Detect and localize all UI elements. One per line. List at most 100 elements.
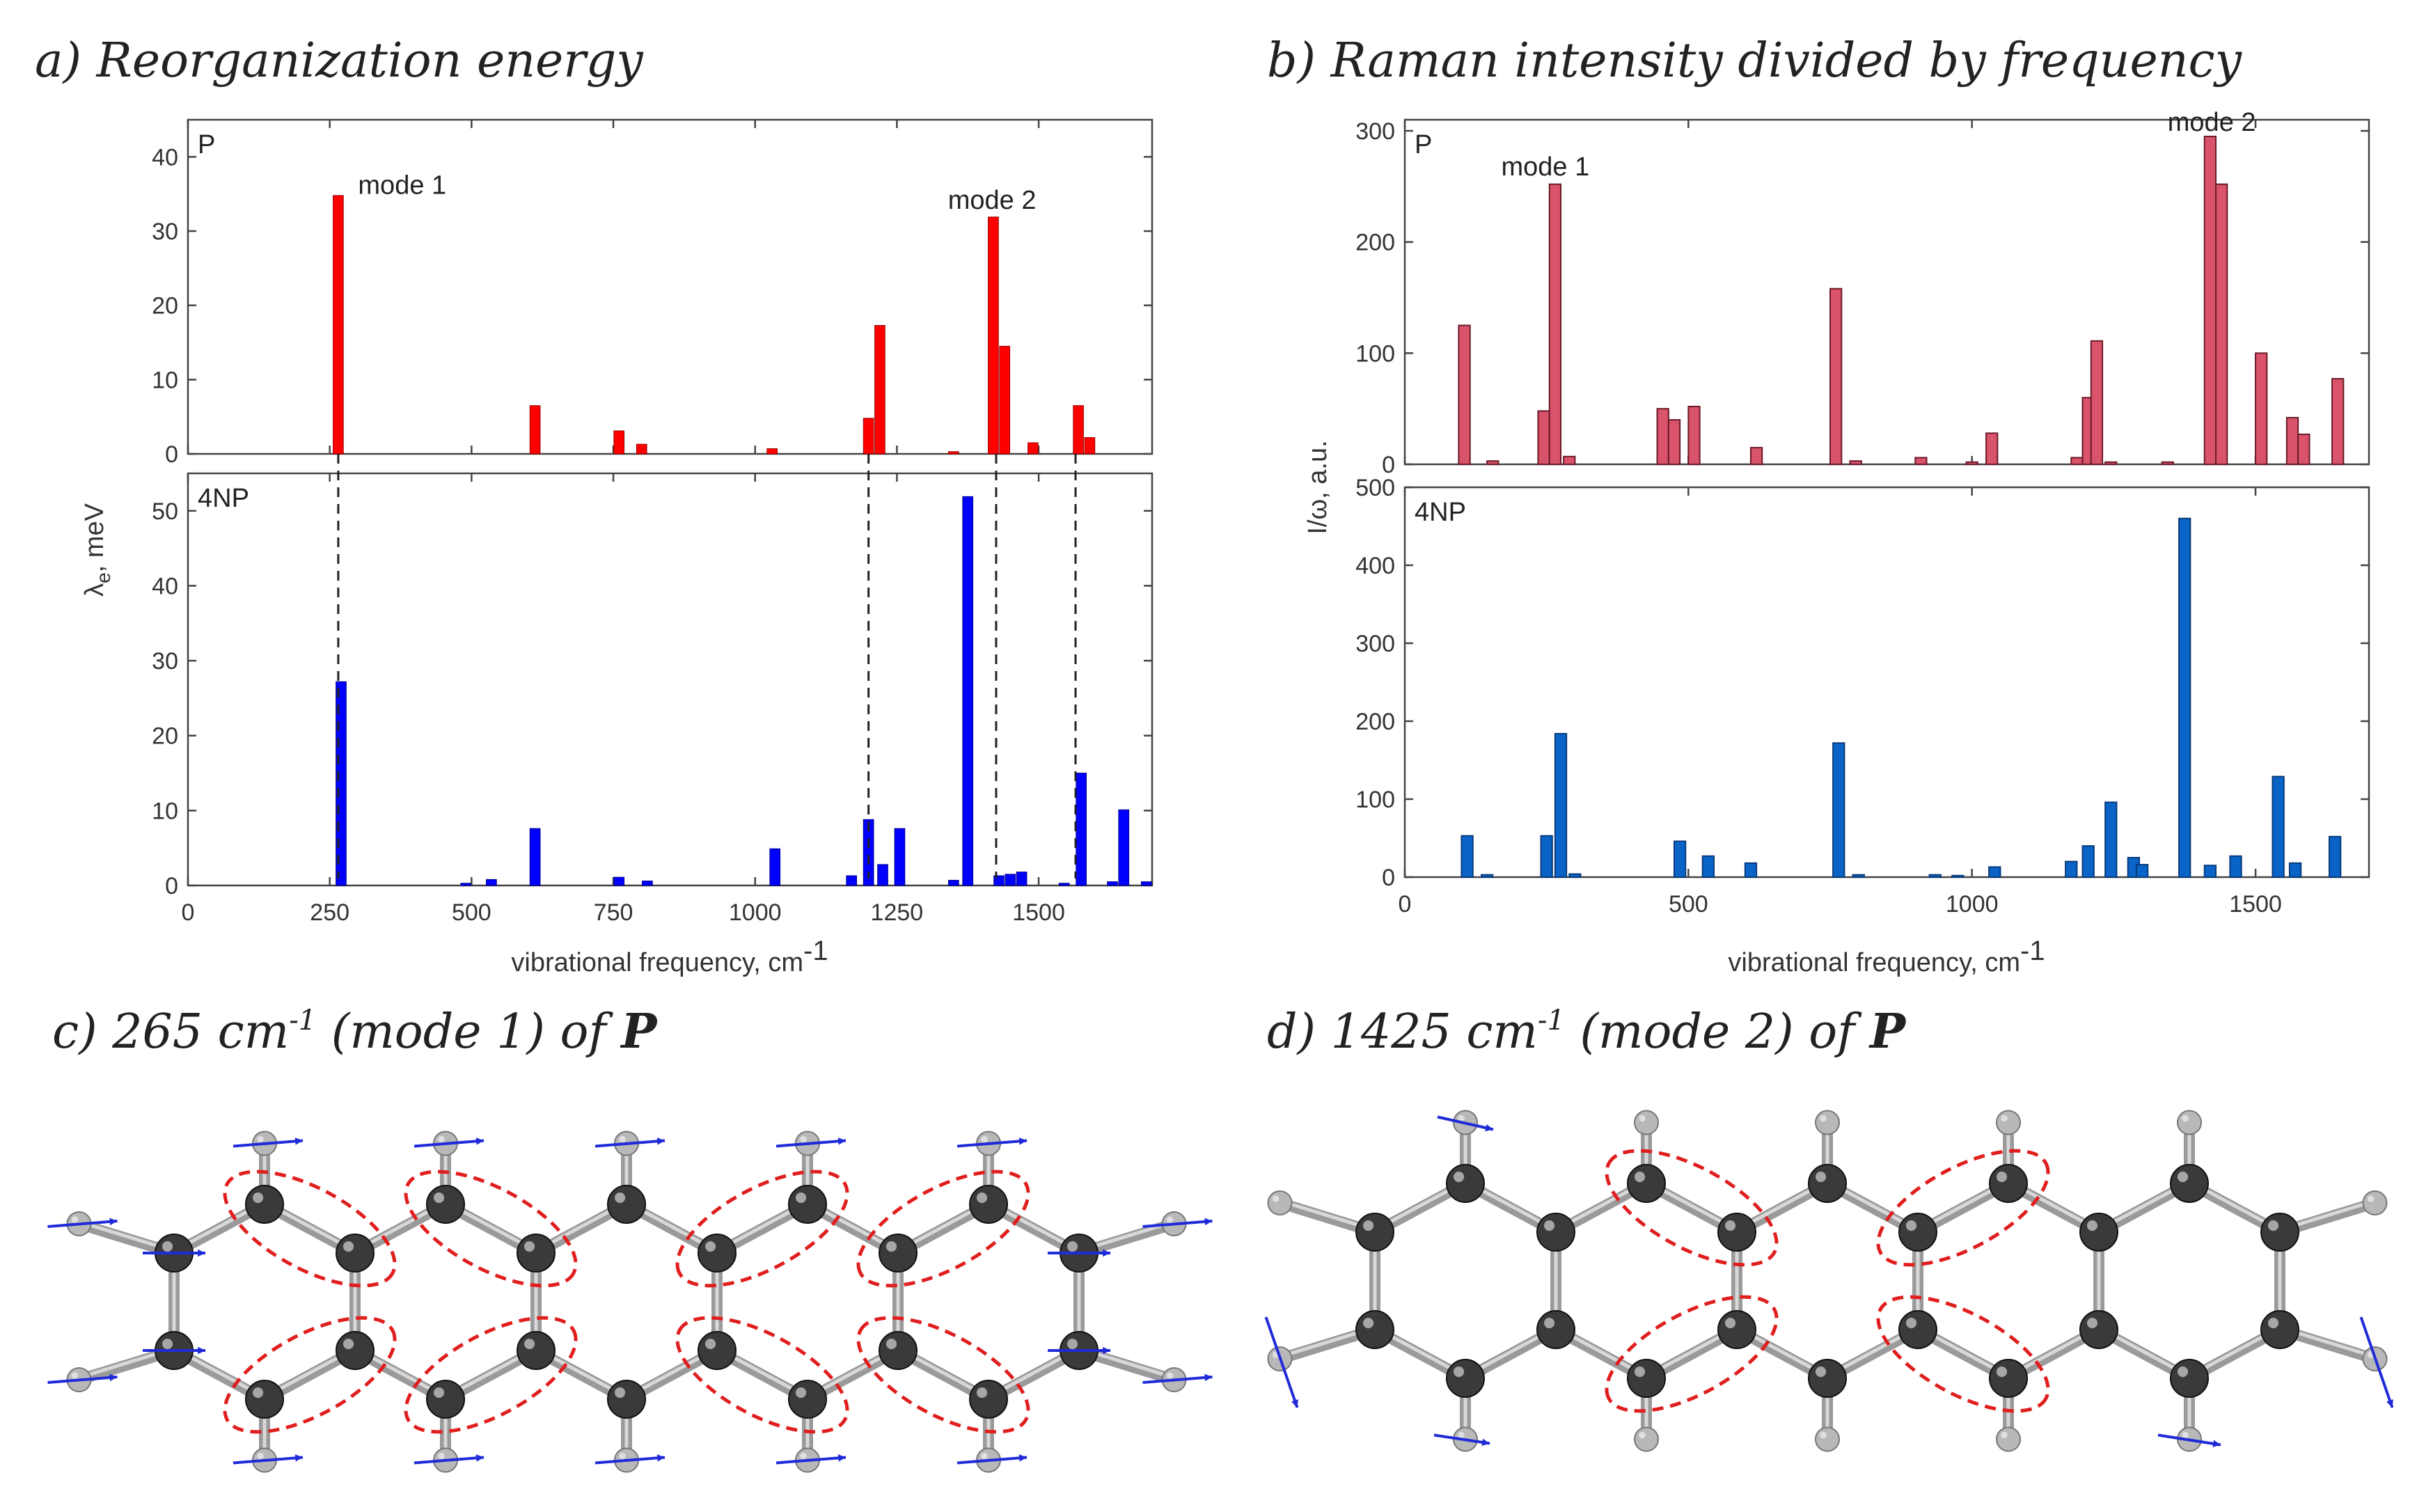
hydrogen-atom: [1634, 1426, 1659, 1452]
carbon-atom: [788, 1185, 827, 1224]
highlight-ellipse: [404, 1170, 578, 1288]
carbon-atom: [879, 1234, 918, 1273]
carbon-atom: [1536, 1213, 1575, 1252]
bar: [1548, 183, 1562, 465]
atom-highlight: [704, 1338, 716, 1350]
ytick-label: 40: [152, 144, 178, 171]
atom-highlight: [1066, 1338, 1078, 1350]
carbon-atom: [1989, 1164, 2028, 1203]
bar: [1701, 855, 1715, 879]
atom-highlight: [433, 1387, 445, 1399]
carbon-atom: [245, 1185, 284, 1224]
ytick-label: 0: [165, 441, 178, 468]
atom-highlight: [1724, 1220, 1736, 1231]
arrow-head: [837, 1454, 846, 1462]
atom-highlight: [438, 1135, 445, 1143]
atom-highlight: [704, 1241, 716, 1252]
bar: [1537, 410, 1550, 466]
xtick-label: 1000: [1946, 891, 1999, 918]
atom-highlight: [343, 1338, 354, 1350]
atom-highlight: [1458, 1431, 1465, 1439]
displacement-arrow: [233, 1139, 304, 1148]
carbon-atom: [1808, 1164, 1847, 1203]
chart-a-xlabel-sup: -1: [803, 936, 828, 966]
title-a: a) Reorganization energy: [35, 33, 644, 88]
carbon-atom: [1627, 1359, 1666, 1398]
carbon-atom: [788, 1380, 827, 1419]
highlight-ellipse: [404, 1316, 578, 1434]
arrow-head: [837, 1137, 846, 1145]
bar: [1832, 742, 1845, 878]
bar: [1965, 461, 1978, 466]
highlight-ellipse: [675, 1170, 849, 1288]
carbon-atom: [336, 1234, 375, 1273]
atom-highlight: [614, 1387, 626, 1399]
xtick-label: 1000: [729, 899, 782, 926]
hydrogen-atom: [1815, 1110, 1840, 1135]
bar: [1951, 874, 1965, 879]
atom-highlight: [162, 1241, 173, 1252]
xtick-label: 1500: [2229, 891, 2282, 918]
atom-highlight: [71, 1372, 79, 1379]
atom-highlight: [2177, 1171, 2189, 1183]
chart-a-xlabel: vibrational frequency, cm-1: [511, 936, 828, 977]
ytick-label: 20: [152, 723, 178, 750]
molecule-c-mode1: [47, 1131, 1213, 1473]
atom-highlight: [800, 1452, 807, 1460]
title-d-sup: -1: [1538, 1005, 1565, 1037]
chart-b-frame-4np: [1403, 486, 2370, 879]
bar: [962, 496, 974, 886]
atom-highlight: [1362, 1317, 1374, 1329]
chart-b-xlabel-sup: -1: [2020, 936, 2045, 966]
displacement-arrow: [776, 1456, 847, 1465]
title-d: d) 1425 cm-1 (mode 2) of P: [1267, 1004, 1907, 1060]
carbon-atom: [1898, 1213, 1937, 1252]
bar: [2161, 461, 2174, 466]
displacement-arrow: [1437, 1115, 1494, 1131]
atom-highlight: [1166, 1216, 1174, 1223]
displacement-arrow: [595, 1456, 666, 1465]
atom-highlight: [1905, 1317, 1917, 1329]
bar: [1458, 324, 1471, 465]
annotation-mode-label: mode 2: [2168, 108, 2256, 137]
highlight-ellipse: [1876, 1149, 2050, 1267]
bar: [1673, 840, 1687, 878]
bar: [948, 879, 959, 886]
arrow-head: [1204, 1373, 1213, 1382]
displacement-arrow: [595, 1139, 666, 1148]
bar: [1563, 455, 1576, 465]
atom-highlight: [1453, 1171, 1465, 1183]
carbon-atom: [2260, 1310, 2299, 1349]
highlight-ellipse: [675, 1316, 849, 1434]
bar: [1141, 881, 1152, 886]
displacement-arrow: [414, 1139, 485, 1148]
ytick-label: 500: [1355, 475, 1395, 501]
carbon-atom: [2170, 1359, 2209, 1398]
atom-highlight: [1458, 1115, 1465, 1122]
atom-highlight: [2182, 1431, 2189, 1439]
bar: [636, 443, 647, 455]
bar: [529, 405, 541, 455]
highlight-ellipse: [1605, 1295, 1779, 1413]
bar: [336, 681, 347, 886]
bar: [1084, 437, 1096, 455]
displacement-arrow: [2359, 1316, 2394, 1408]
atom-highlight: [2177, 1366, 2189, 1378]
atom-highlight: [257, 1452, 264, 1460]
ytick-label: 30: [152, 219, 178, 245]
bar: [863, 819, 874, 886]
ytick-label: 300: [1355, 118, 1395, 145]
atom-highlight: [1634, 1171, 1646, 1183]
atom-highlight: [800, 1135, 807, 1143]
bar: [877, 864, 888, 886]
carbon-atom: [969, 1185, 1008, 1224]
bar: [948, 451, 959, 455]
atom-highlight: [257, 1135, 264, 1143]
carbon-atom: [879, 1331, 918, 1370]
carbon-atom: [1446, 1164, 1485, 1203]
bar: [2285, 416, 2299, 465]
atom-highlight: [1996, 1171, 2008, 1183]
arrow-head: [1018, 1137, 1027, 1145]
carbon-atom: [607, 1185, 646, 1224]
